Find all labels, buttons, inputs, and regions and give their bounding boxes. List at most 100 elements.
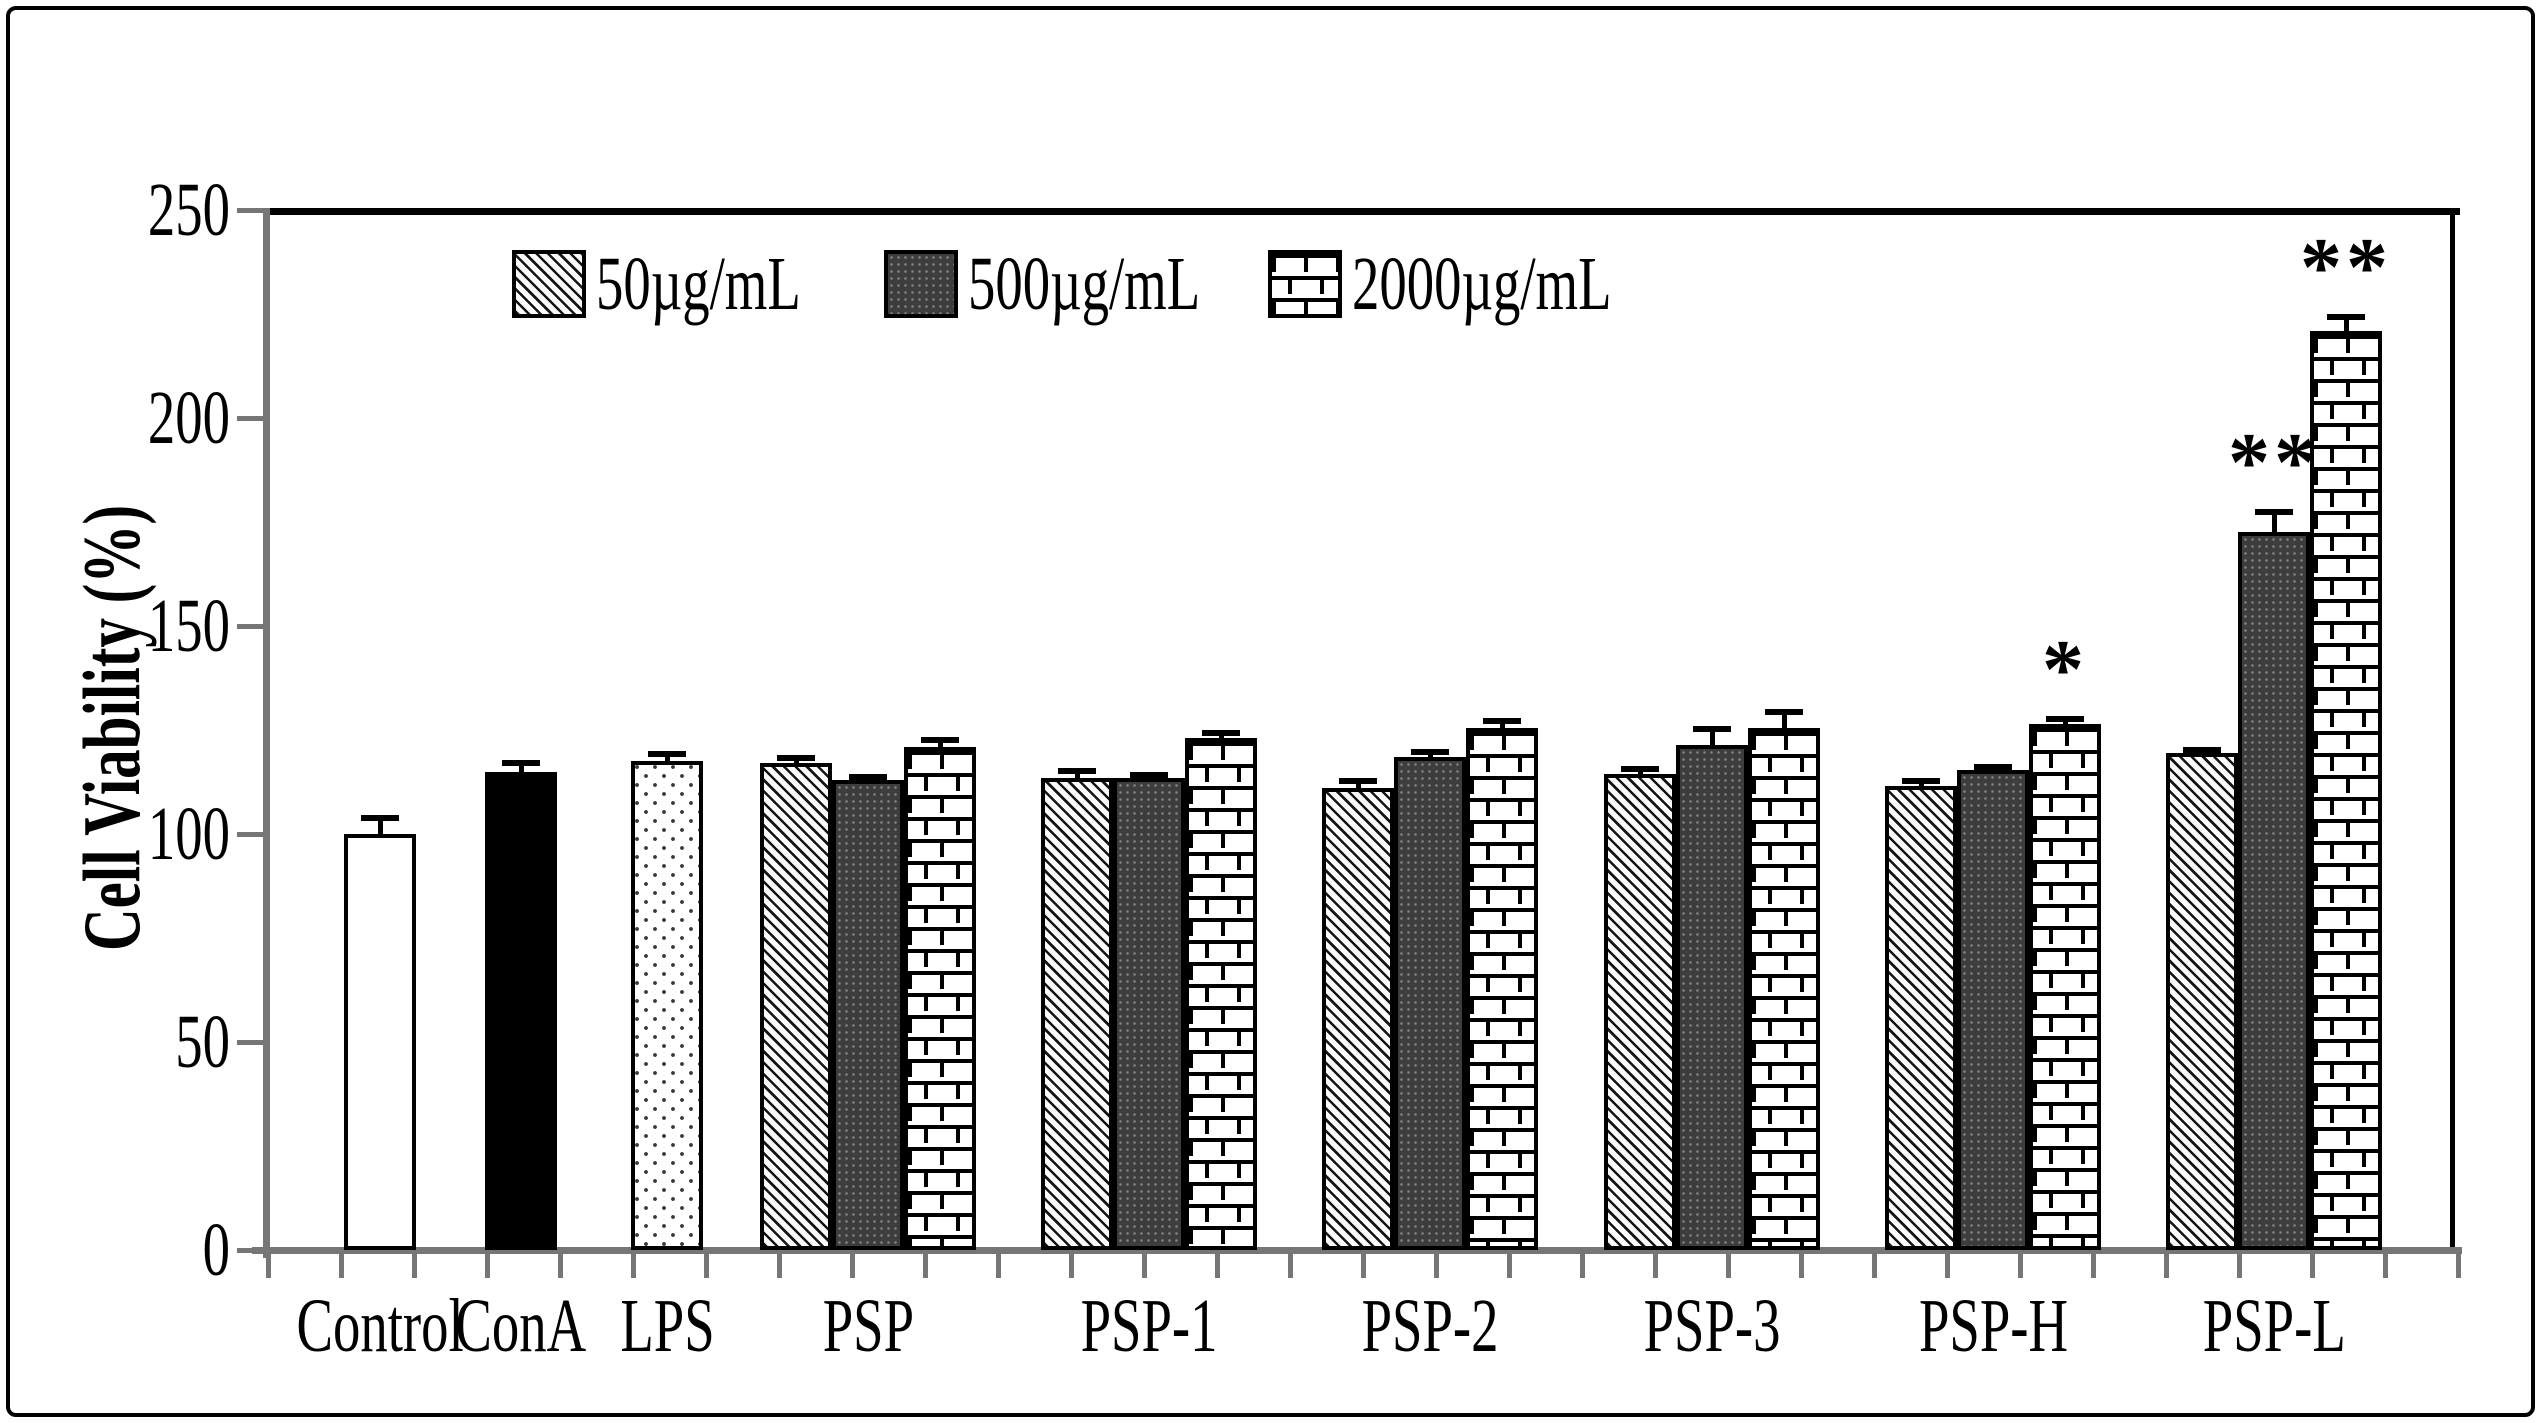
y-axis-tick-mark <box>237 624 266 629</box>
error-bar-cap <box>1058 768 1096 774</box>
brick-pattern-swatch-icon <box>1268 250 1342 318</box>
error-bar-cap <box>1202 730 1240 736</box>
bar-PSP-2000µg/mL <box>904 747 976 1250</box>
legend-label-500ug: 500µg/mL <box>968 242 1201 326</box>
bar-Control-Control <box>344 834 416 1250</box>
plot-right-border <box>2450 208 2455 1254</box>
y-axis-tick-label-250: 250 <box>0 164 230 256</box>
x-axis-minor-tick <box>1288 1254 1293 1278</box>
x-axis-minor-tick <box>1945 1254 1950 1278</box>
error-bar-stem <box>1782 711 1787 730</box>
x-axis-minor-tick <box>339 1254 344 1278</box>
error-bar-stem <box>1500 720 1505 730</box>
error-bar-cap <box>2255 509 2293 515</box>
bar-LPS-LPS <box>631 761 703 1250</box>
x-axis-label-text: PSP <box>822 1284 914 1368</box>
bar-PSP-1-500µg/mL <box>1113 778 1185 1250</box>
y-axis-tick-label-text: 100 <box>147 792 230 876</box>
x-axis-label-PSP-2: PSP-2 <box>1200 1282 1660 1370</box>
x-axis-label-LPS: LPS <box>437 1282 897 1370</box>
x-axis-label-text: PSP-H <box>1918 1284 2068 1368</box>
plot-top-border <box>263 208 2460 215</box>
x-axis-minor-tick <box>777 1254 782 1278</box>
error-bar-cap <box>2183 747 2221 753</box>
x-axis-minor-tick <box>996 1254 1001 1278</box>
error-bar-stem <box>2063 718 2068 726</box>
y-axis-tick-mark <box>237 1248 266 1253</box>
x-axis-minor-tick <box>1507 1254 1512 1278</box>
y-axis-tick-label-0: 0 <box>0 1204 230 1296</box>
x-axis-minor-tick <box>923 1254 928 1278</box>
y-axis-tick-mark <box>237 208 266 213</box>
error-bar-cap <box>1483 718 1521 724</box>
bar-PSP-3-50µg/mL <box>1604 774 1676 1250</box>
x-axis-minor-tick <box>558 1254 563 1278</box>
error-bar-cap <box>2046 716 2084 722</box>
error-bar-cap <box>502 760 540 766</box>
x-axis-minor-tick <box>704 1254 709 1278</box>
x-axis-minor-tick <box>1799 1254 1804 1278</box>
y-axis-tick-mark <box>237 416 266 421</box>
y-axis-tick-label-100: 100 <box>0 788 230 880</box>
y-axis-tick-mark <box>237 1040 266 1045</box>
bar-PSP-L-500µg/mL <box>2238 532 2310 1250</box>
y-axis-tick-mark <box>237 832 266 837</box>
error-bar-stem <box>1219 732 1224 740</box>
y-axis-tick-label-text: 150 <box>147 584 230 668</box>
error-bar-stem <box>1075 770 1080 780</box>
error-bar-cap <box>1974 764 2012 770</box>
x-axis-minor-tick <box>631 1254 636 1278</box>
x-axis-minor-tick <box>1215 1254 1220 1278</box>
x-axis-minor-tick <box>2383 1254 2388 1278</box>
x-axis-minor-tick <box>266 1254 271 1278</box>
bar-PSP-L-2000µg/mL <box>2310 331 2382 1250</box>
x-axis-label-text: PSP-3 <box>1643 1284 1781 1368</box>
bar-PSP-3-500µg/mL <box>1676 745 1748 1250</box>
legend-entry-500ug: 500µg/mL <box>884 242 1290 326</box>
x-axis-minor-tick <box>1069 1254 1074 1278</box>
bar-PSP-50µg/mL <box>760 763 832 1250</box>
error-bar-stem <box>665 753 670 763</box>
error-bar-cap <box>1765 709 1803 715</box>
error-bar-stem <box>2272 511 2277 534</box>
bar-PSP-500µg/mL <box>832 780 904 1250</box>
bar-PSP-1-2000µg/mL <box>1185 738 1257 1250</box>
x-axis-minor-tick <box>2164 1254 2169 1278</box>
bar-PSP-L-50µg/mL <box>2166 753 2238 1250</box>
error-bar-cap <box>849 774 887 780</box>
x-axis-label-text: PSP-2 <box>1361 1284 1499 1368</box>
x-axis-minor-tick <box>1726 1254 1731 1278</box>
significance-marker: ** <box>2300 221 2392 314</box>
significance-marker: * <box>2042 623 2088 716</box>
error-bar-cap <box>921 737 959 743</box>
bar-PSP-2-2000µg/mL <box>1466 728 1538 1250</box>
error-bar-stem <box>378 817 383 836</box>
x-axis-label-text: PSP-L <box>2202 1284 2346 1368</box>
diagonal-hatch-swatch-icon <box>512 250 586 318</box>
error-bar-stem <box>794 757 799 765</box>
plot-area: * ** ** <box>270 210 2455 1250</box>
error-bar-cap <box>777 755 815 761</box>
bar-PSP-2-500µg/mL <box>1394 757 1466 1250</box>
error-bar-cap <box>1902 778 1940 784</box>
x-axis-label-PSP-1: PSP-1 <box>919 1282 1379 1370</box>
x-axis-minor-tick <box>485 1254 490 1278</box>
legend-label-50ug: 50µg/mL <box>596 242 801 326</box>
y-axis-tick-label-200: 200 <box>0 372 230 464</box>
x-axis-label-PSP-L: PSP-L <box>2044 1282 2504 1370</box>
x-axis-minor-tick <box>1142 1254 1147 1278</box>
x-axis-minor-tick <box>1653 1254 1658 1278</box>
error-bar-cap <box>1130 772 1168 778</box>
error-bar-stem <box>2344 316 2349 333</box>
significance-marker: ** <box>2228 416 2320 509</box>
y-axis-tick-label-text: 200 <box>147 376 230 460</box>
x-axis-label-ConA: ConA <box>291 1282 751 1370</box>
x-axis-label-text: Control <box>296 1284 464 1368</box>
legend-label-2000ug: 2000µg/mL <box>1352 242 1612 326</box>
bar-PSP-H-2000µg/mL <box>2029 724 2101 1250</box>
x-axis-minor-tick <box>2018 1254 2023 1278</box>
y-axis-tick-label-text: 50 <box>175 1000 230 1084</box>
error-bar-stem <box>1710 728 1715 747</box>
y-axis-tick-label-150: 150 <box>0 580 230 672</box>
